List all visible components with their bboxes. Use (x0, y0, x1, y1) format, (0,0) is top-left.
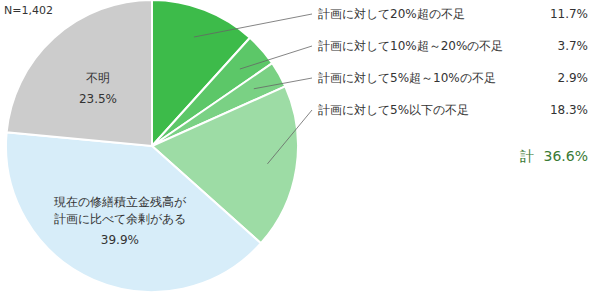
html-text:36.6%: 36.6% (543, 148, 588, 164)
svg-text:2.9%: 2.9% (558, 71, 588, 85)
svg-text:3.7%: 3.7% (558, 39, 588, 53)
svg-text:11.7%: 11.7% (550, 7, 587, 21)
svg-text:不明23.5%: 不明23.5% (79, 71, 117, 106)
html-text:計: 計 (519, 148, 534, 164)
svg-text:計画に対して10%超～20%の不足: 計画に対して10%超～20%の不足 (318, 39, 503, 53)
svg-text:計画に対して5%超～10%の不足: 計画に対して5%超～10%の不足 (318, 71, 496, 85)
svg-text:計画に対して5%以下の不足: 計画に対して5%以下の不足 (318, 103, 469, 117)
html-text:N=1,402: N=1,402 (4, 4, 53, 17)
svg-text:計画に対して20%超の不足: 計画に対して20%超の不足 (318, 7, 465, 21)
svg-text:現在の修繕積立金残高が計画に比べて余剰がある39.9%: 現在の修繕積立金残高が計画に比べて余剰がある39.9% (54, 195, 187, 247)
svg-text:18.3%: 18.3% (550, 103, 587, 117)
